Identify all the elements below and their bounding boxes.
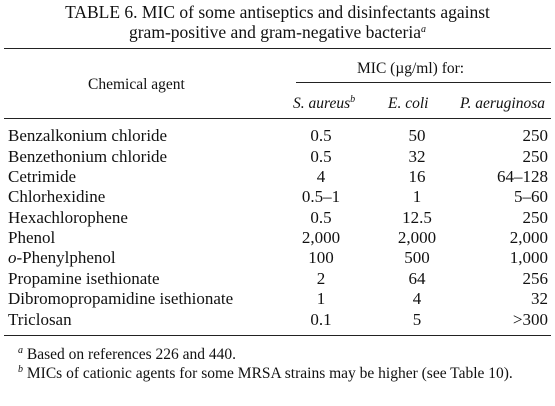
mic-e-coli: 2,000 [397,228,437,247]
mic-e-coli: 4 [412,289,422,308]
footnote-a-mark: a [18,345,23,356]
mic-p-aeruginosa: >300 [512,310,548,329]
mic-p-aeruginosa: 250 [522,208,549,227]
mic-s-aureus: 0.5–1 [301,187,341,206]
table-row: Cetrimide 4 16 64–128 [0,166,555,187]
mic-s-aureus: 0.5 [310,208,332,227]
table-title-line-2-text: gram-positive and gram-negative bacteria [128,22,422,42]
agent-name: Hexachlorophene [8,208,128,227]
mic-e-coli: 1 [412,187,422,206]
mic-e-coli: 12.5 [402,208,432,227]
mic-s-aureus: 2,000 [301,228,341,247]
mic-e-coli: 50 [408,126,426,145]
mic-p-aeruginosa: 2,000 [509,228,548,247]
table-row: Triclosan 0.1 5 >300 [0,309,555,330]
agent-name-rest: -Phenylphenol [16,248,116,267]
footnote-b: b MICs of cationic agents for some MRSA … [8,364,548,383]
header-s-aureus: S. aureusb [293,95,355,113]
mic-s-aureus: 0.5 [310,126,332,145]
header-chemical-agent: Chemical agent [88,76,185,93]
mic-e-coli: 16 [408,167,426,186]
mic-e-coli: 32 [408,147,426,166]
mic-p-aeruginosa: 1,000 [509,248,548,267]
agent-name: o-Phenylphenol [8,247,116,268]
mic-s-aureus: 1 [316,289,326,308]
mic-p-aeruginosa: 250 [522,126,549,145]
mic-s-aureus: 4 [316,167,326,186]
mic-s-aureus: 0.5 [310,147,332,166]
header-s-aureus-footnote-mark: b [350,94,356,105]
table-row: Dibromopropamidine isethionate 1 4 32 [0,288,555,309]
mic-p-aeruginosa: 32 [531,289,548,308]
footnotes: a Based on references 226 and 440. b MIC… [8,345,548,383]
table-row: Chlorhexidine 0.5–1 1 5–60 [0,186,555,207]
footnote-a-text: Based on references 226 and 440. [26,346,237,363]
mic-s-aureus: 100 [308,248,334,267]
agent-name: Chlorhexidine [8,187,106,206]
header-group-rule [296,82,551,83]
agent-name: Dibromopropamidine isethionate [8,289,234,308]
mic-p-aeruginosa: 256 [522,269,549,288]
agent-name: Benzethonium chloride [8,147,168,166]
header-e-coli: E. coli [388,95,429,112]
footnote-b-text: MICs of cationic agents for some MRSA st… [26,365,513,382]
header-bottom-rule [4,118,551,119]
mic-e-coli: 5 [412,310,422,329]
mic-e-coli: 500 [404,248,430,267]
agent-name: Cetrimide [8,167,76,186]
mic-e-coli: 64 [408,269,426,288]
top-rule [4,48,551,49]
mic-p-aeruginosa: 5–60 [514,187,548,206]
mic-s-aureus: 2 [316,269,326,288]
header-p-aeruginosa: P. aeruginosa [460,95,545,112]
footnote-a: a Based on references 226 and 440. [8,345,548,364]
table-row: Benzalkonium chloride 0.5 50 250 [0,125,555,146]
table-row: Phenol 2,000 2,000 2,000 [0,227,555,248]
table-row: Hexachlorophene 0.5 12.5 250 [0,207,555,228]
table-title-line-1: TABLE 6. MIC of some antiseptics and dis… [65,2,490,22]
agent-name: Phenol [8,228,56,247]
agent-name: Benzalkonium chloride [8,126,168,145]
agent-name-prefix: o [8,248,17,267]
agent-name: Triclosan [8,310,72,329]
mic-s-aureus: 0.1 [310,310,332,329]
table-title: TABLE 6. MIC of some antiseptics and dis… [0,2,555,42]
table-row: o-Phenylphenol 100 500 1,000 [0,247,555,268]
table-row: Propamine isethionate 2 64 256 [0,268,555,289]
table-row: Benzethonium chloride 0.5 32 250 [0,146,555,167]
table-title-line-2: gram-positive and gram-negative bacteria… [0,22,555,42]
header-mic-group: MIC (µg/ml) for: [357,60,465,77]
title-footnote-mark: a [421,24,427,35]
footnote-b-mark: b [18,364,23,375]
mic-p-aeruginosa: 64–128 [497,167,548,186]
header-s-aureus-label: S. aureus [293,95,351,112]
bottom-rule [4,335,551,336]
agent-name: Propamine isethionate [8,269,160,288]
mic-p-aeruginosa: 250 [522,147,549,166]
